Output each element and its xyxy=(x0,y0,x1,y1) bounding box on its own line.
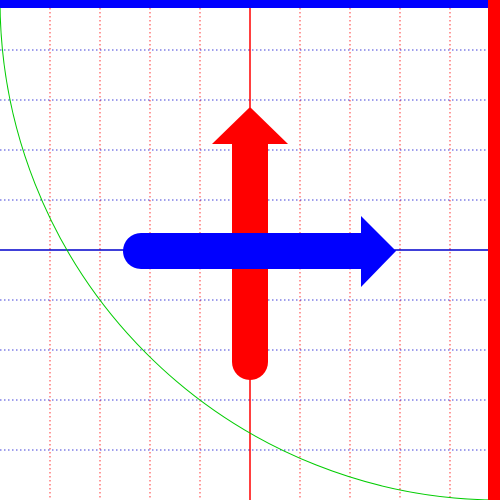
vertical-arrowhead xyxy=(212,107,288,144)
top-border xyxy=(0,0,500,8)
horizontal-arrowhead xyxy=(361,216,396,287)
horizontal-arrow xyxy=(123,216,396,287)
right-border xyxy=(488,0,500,500)
